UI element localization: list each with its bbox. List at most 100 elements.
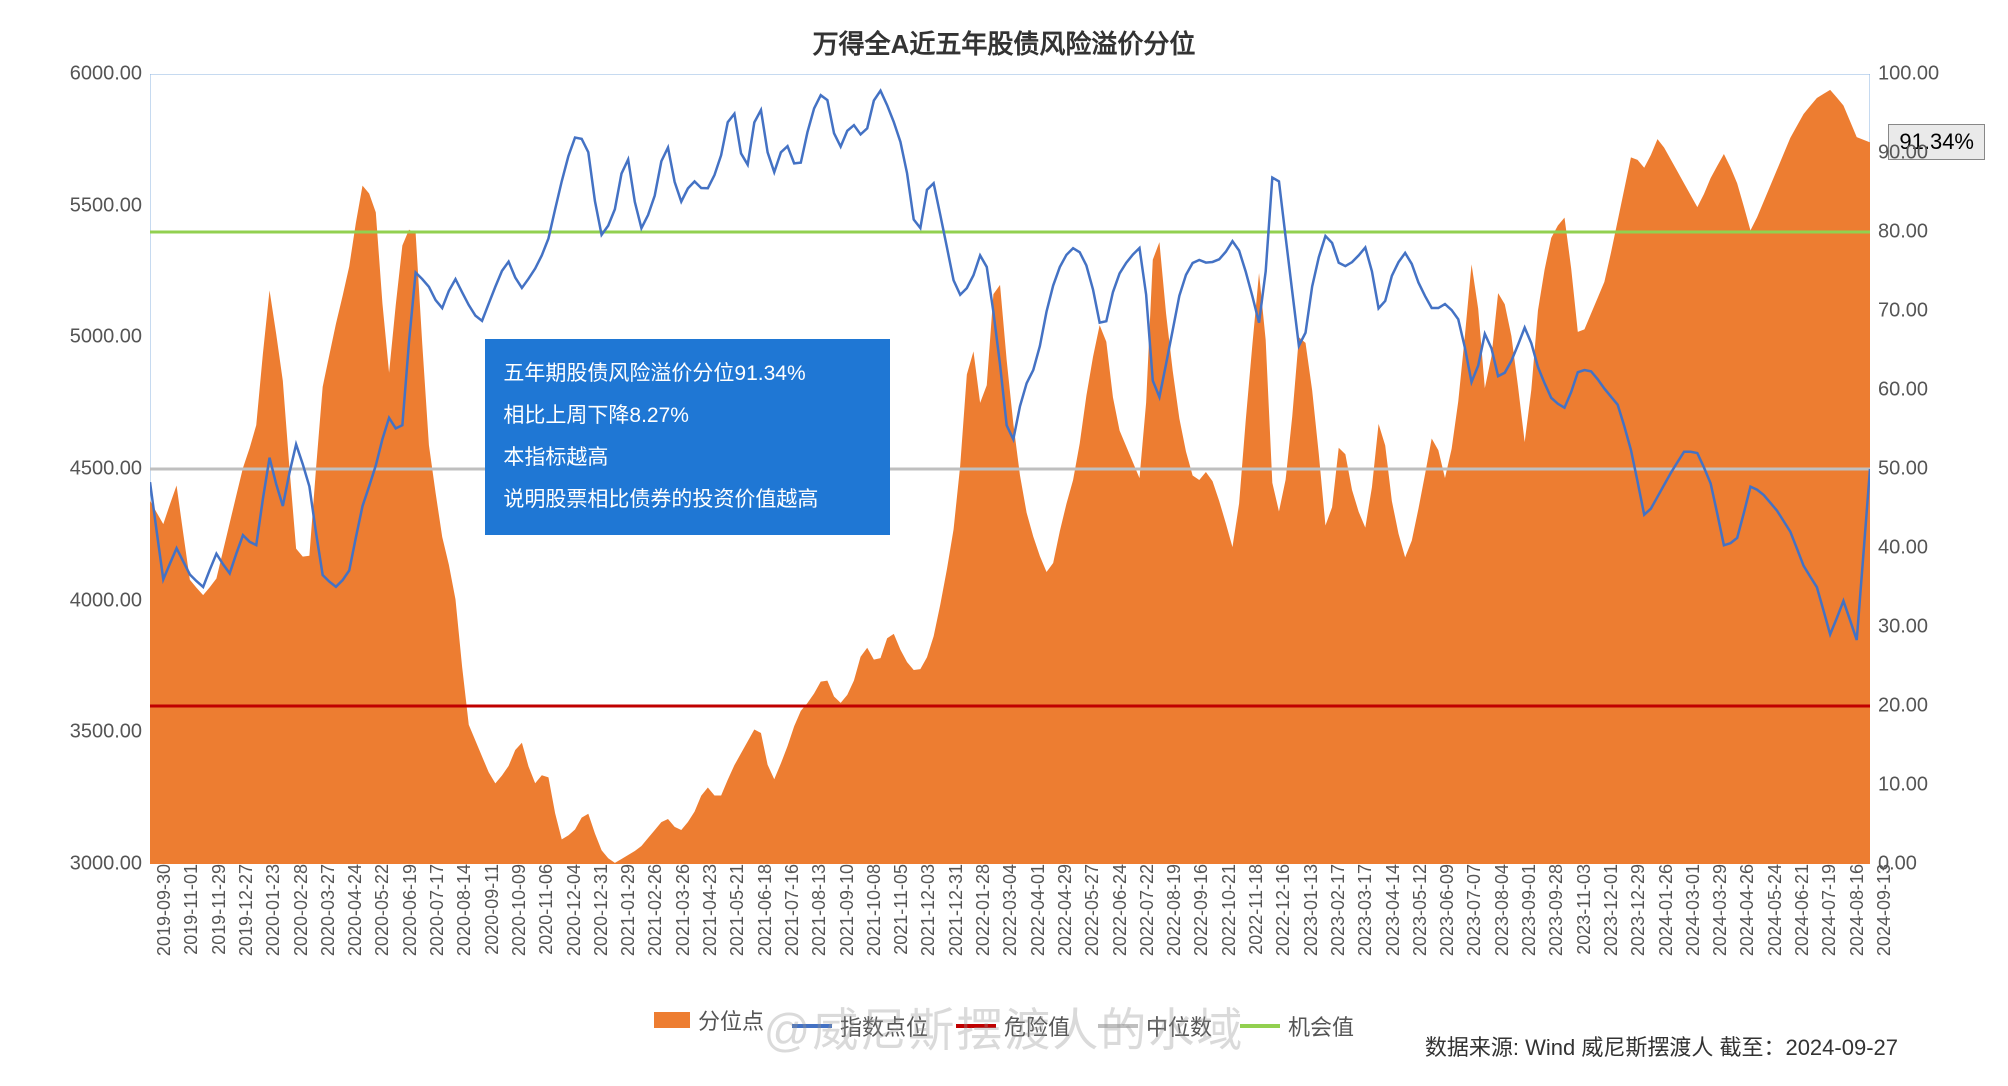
legend-label: 机会值: [1288, 1010, 1354, 1042]
chart-title: 万得全A近五年股债风险溢价分位: [0, 24, 2008, 61]
y-right-tick: 90.00: [1870, 142, 1928, 165]
info-line: 说明股票相比债券的投资价值越高: [503, 479, 871, 521]
x-tick: 2023-12-29: [1624, 864, 1649, 956]
x-tick: 2024-01-26: [1652, 864, 1677, 956]
x-tick: 2022-06-24: [1106, 864, 1131, 956]
x-tick: 2020-12-04: [560, 864, 585, 956]
x-tick: 2023-07-07: [1460, 864, 1485, 956]
x-tick: 2019-11-01: [177, 864, 202, 955]
info-line: 本指标越高: [503, 437, 871, 479]
info-box: 五年期股债风险溢价分位91.34%相比上周下降8.27%本指标越高说明股票相比债…: [485, 339, 889, 535]
legend-swatch: [792, 1024, 832, 1028]
info-line: 五年期股债风险溢价分位91.34%: [503, 353, 871, 395]
y-left-tick: 3000.00: [70, 853, 150, 876]
source-attribution: 数据来源: Wind 威尼斯摆渡人 截至：2024-09-27: [1425, 1030, 1898, 1062]
x-tick: 2019-12-27: [232, 864, 257, 956]
x-tick: 2024-03-29: [1706, 864, 1731, 956]
x-tick: 2021-04-23: [696, 864, 721, 956]
x-tick: 2024-06-21: [1788, 864, 1813, 956]
chart-root: 万得全A近五年股债风险溢价分位 91.34% 五年期股债风险溢价分位91.34%…: [0, 0, 2008, 1086]
x-tick: 2024-09-13: [1870, 864, 1895, 956]
legend-swatch: [1098, 1024, 1138, 1028]
x-tick: 2023-01-13: [1297, 864, 1322, 956]
y-right-tick: 10.00: [1870, 774, 1928, 797]
plot-area: 91.34% 五年期股债风险溢价分位91.34%相比上周下降8.27%本指标越高…: [150, 74, 1870, 864]
x-tick: 2021-05-21: [723, 864, 748, 956]
legend-label: 中位数: [1146, 1010, 1212, 1042]
x-tick: 2022-04-01: [1024, 864, 1049, 956]
x-tick: 2020-08-14: [450, 864, 475, 956]
legend-swatch: [1240, 1024, 1280, 1028]
x-tick: 2020-02-28: [287, 864, 312, 956]
y-right-tick: 40.00: [1870, 537, 1928, 560]
x-tick: 2024-05-24: [1761, 864, 1786, 956]
legend-item: 中位数: [1098, 1010, 1212, 1042]
x-tick: 2022-10-21: [1215, 864, 1240, 956]
y-left-tick: 6000.00: [70, 63, 150, 86]
x-tick: 2023-05-12: [1406, 864, 1431, 956]
y-right-tick: 100.00: [1870, 63, 1939, 86]
y-left-tick: 3500.00: [70, 721, 150, 744]
legend-item: 危险值: [956, 1010, 1070, 1042]
legend-label: 分位点: [698, 1004, 764, 1036]
x-tick: 2021-06-18: [751, 864, 776, 956]
x-tick: 2021-01-29: [614, 864, 639, 956]
y-left-tick: 4000.00: [70, 589, 150, 612]
x-tick: 2020-09-11: [478, 864, 503, 955]
x-tick: 2022-03-04: [996, 864, 1021, 956]
x-tick: 2021-07-16: [778, 864, 803, 956]
x-tick: 2019-11-29: [205, 864, 230, 955]
x-tick: 2022-12-16: [1269, 864, 1294, 956]
legend-item: 分位点: [654, 1004, 764, 1036]
plot-svg: [150, 74, 1870, 864]
y-right-tick: 60.00: [1870, 379, 1928, 402]
info-line: 相比上周下降8.27%: [503, 395, 871, 437]
x-tick: 2021-08-13: [805, 864, 830, 956]
x-tick: 2020-10-09: [505, 864, 530, 956]
x-tick: 2023-09-01: [1515, 864, 1540, 956]
x-tick: 2021-09-10: [833, 864, 858, 956]
y-right-tick: 50.00: [1870, 458, 1928, 481]
x-tick: 2022-07-22: [1133, 864, 1158, 956]
legend-label: 危险值: [1004, 1010, 1070, 1042]
legend-swatch: [956, 1024, 996, 1028]
x-tick: 2024-08-16: [1843, 864, 1868, 956]
x-tick: 2020-06-19: [396, 864, 421, 956]
x-tick: 2021-03-26: [669, 864, 694, 956]
x-tick: 2020-11-06: [532, 864, 557, 955]
x-tick: 2021-10-08: [860, 864, 885, 956]
x-tick: 2020-05-22: [368, 864, 393, 956]
legend-item: 机会值: [1240, 1010, 1354, 1042]
x-tick: 2022-04-29: [1051, 864, 1076, 956]
x-tick: 2022-05-27: [1078, 864, 1103, 956]
x-tick: 2020-01-23: [259, 864, 284, 956]
x-tick: 2022-01-28: [969, 864, 994, 956]
x-tick: 2020-04-24: [341, 864, 366, 956]
x-tick: 2023-02-17: [1324, 864, 1349, 956]
x-tick: 2020-12-31: [587, 864, 612, 956]
x-tick: 2021-11-05: [887, 864, 912, 955]
y-right-tick: 30.00: [1870, 616, 1928, 639]
x-tick: 2020-03-27: [314, 864, 339, 956]
x-tick: 2023-06-09: [1433, 864, 1458, 956]
y-left-tick: 5500.00: [70, 194, 150, 217]
x-tick: 2023-04-14: [1379, 864, 1404, 956]
x-tick: 2021-12-03: [914, 864, 939, 956]
y-right-tick: 70.00: [1870, 300, 1928, 323]
x-tick: 2023-11-03: [1570, 864, 1595, 955]
y-right-tick: 20.00: [1870, 695, 1928, 718]
x-tick: 2024-07-19: [1815, 864, 1840, 956]
x-tick: 2019-09-30: [150, 864, 175, 956]
x-tick: 2020-07-17: [423, 864, 448, 956]
x-tick: 2021-12-31: [942, 864, 967, 956]
legend-swatch: [654, 1012, 690, 1028]
x-tick: 2023-03-17: [1351, 864, 1376, 956]
x-tick: 2022-09-16: [1187, 864, 1212, 956]
legend-label: 指数点位: [840, 1010, 928, 1042]
y-right-tick: 80.00: [1870, 221, 1928, 244]
legend-item: 指数点位: [792, 1010, 928, 1042]
x-tick: 2023-08-04: [1488, 864, 1513, 956]
x-tick: 2023-12-01: [1597, 864, 1622, 956]
x-tick: 2022-08-19: [1160, 864, 1185, 956]
y-left-tick: 5000.00: [70, 326, 150, 349]
